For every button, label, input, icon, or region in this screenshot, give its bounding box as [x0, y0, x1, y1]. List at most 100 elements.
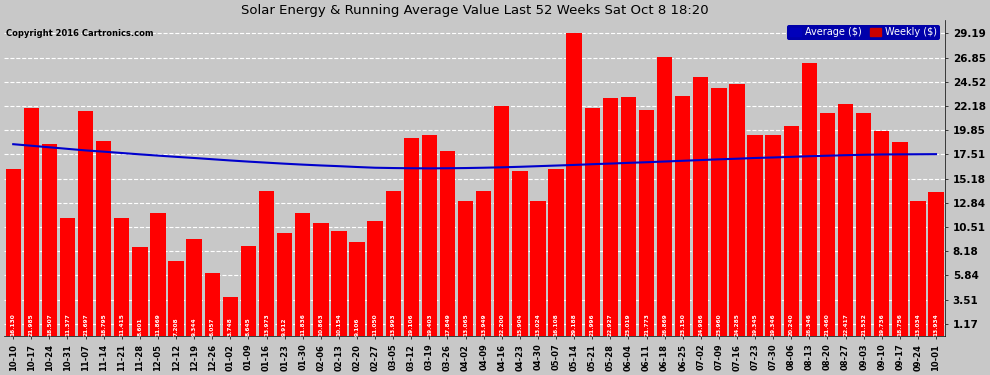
- Bar: [548, 169, 563, 336]
- Text: 9.912: 9.912: [282, 317, 287, 336]
- Bar: [223, 297, 238, 336]
- Bar: [910, 201, 926, 336]
- Bar: [531, 201, 545, 336]
- Bar: [114, 217, 130, 336]
- Bar: [78, 111, 93, 336]
- Bar: [512, 171, 528, 336]
- Bar: [295, 213, 311, 336]
- Bar: [874, 131, 889, 336]
- Text: 9.344: 9.344: [192, 317, 197, 336]
- Text: 24.285: 24.285: [735, 313, 740, 336]
- Text: 22.417: 22.417: [843, 313, 848, 336]
- Text: 18.795: 18.795: [101, 313, 106, 336]
- Bar: [730, 84, 744, 336]
- Bar: [205, 273, 220, 336]
- Text: 13.973: 13.973: [264, 313, 269, 336]
- Bar: [277, 233, 292, 336]
- Bar: [820, 114, 836, 336]
- Bar: [313, 224, 329, 336]
- Bar: [765, 135, 781, 336]
- Text: 26.346: 26.346: [807, 313, 812, 336]
- Bar: [856, 113, 871, 336]
- Bar: [603, 98, 618, 336]
- Text: 17.849: 17.849: [445, 313, 450, 336]
- Text: 23.960: 23.960: [717, 313, 722, 336]
- Bar: [332, 231, 346, 336]
- Bar: [657, 57, 672, 336]
- Text: 21.697: 21.697: [83, 313, 88, 336]
- Text: 22.200: 22.200: [499, 313, 504, 336]
- Text: 19.345: 19.345: [752, 313, 757, 336]
- Bar: [783, 126, 799, 336]
- Text: 7.208: 7.208: [173, 317, 178, 336]
- Text: 23.150: 23.150: [680, 313, 685, 336]
- Bar: [422, 135, 437, 336]
- Text: 21.996: 21.996: [590, 313, 595, 336]
- Bar: [584, 108, 600, 336]
- Bar: [150, 213, 165, 336]
- Bar: [693, 77, 709, 336]
- Text: 8.601: 8.601: [138, 317, 143, 336]
- Bar: [639, 110, 654, 336]
- Bar: [258, 191, 274, 336]
- Text: 21.985: 21.985: [29, 313, 34, 336]
- Bar: [168, 261, 184, 336]
- Bar: [349, 242, 364, 336]
- Text: 10.154: 10.154: [337, 313, 342, 336]
- Bar: [802, 63, 817, 336]
- Text: 13.993: 13.993: [391, 313, 396, 336]
- Text: 29.188: 29.188: [571, 313, 576, 336]
- Text: 13.065: 13.065: [463, 313, 468, 336]
- Text: 16.130: 16.130: [11, 313, 16, 336]
- Bar: [494, 106, 510, 336]
- Bar: [892, 141, 908, 336]
- Text: 8.645: 8.645: [246, 317, 250, 336]
- Text: 3.748: 3.748: [228, 317, 233, 336]
- Text: 11.050: 11.050: [372, 313, 377, 336]
- Text: 13.034: 13.034: [916, 313, 921, 336]
- Text: 26.869: 26.869: [662, 313, 667, 336]
- Text: 21.460: 21.460: [825, 313, 830, 336]
- Text: 11.836: 11.836: [300, 313, 305, 336]
- Text: 19.106: 19.106: [409, 313, 414, 336]
- Text: 13.949: 13.949: [481, 313, 486, 336]
- Bar: [6, 169, 21, 336]
- Bar: [476, 191, 491, 336]
- Text: 6.057: 6.057: [210, 317, 215, 336]
- Text: 21.773: 21.773: [644, 313, 649, 336]
- Bar: [404, 138, 419, 336]
- Text: 15.904: 15.904: [518, 313, 523, 336]
- Bar: [241, 246, 256, 336]
- Text: 20.240: 20.240: [789, 313, 794, 336]
- Bar: [675, 96, 690, 336]
- Bar: [566, 33, 582, 336]
- Text: 23.019: 23.019: [626, 313, 631, 336]
- Text: 10.863: 10.863: [319, 313, 324, 336]
- Bar: [96, 141, 112, 336]
- Text: 19.346: 19.346: [770, 313, 776, 336]
- Text: 9.106: 9.106: [354, 317, 359, 336]
- Bar: [747, 135, 762, 336]
- Bar: [24, 108, 39, 336]
- Bar: [186, 239, 202, 336]
- Bar: [133, 247, 148, 336]
- Text: 16.108: 16.108: [553, 313, 558, 336]
- Bar: [621, 98, 637, 336]
- Text: 11.377: 11.377: [65, 313, 70, 336]
- Text: 18.756: 18.756: [897, 313, 902, 336]
- Bar: [440, 151, 455, 336]
- Text: 18.507: 18.507: [47, 313, 51, 336]
- Title: Solar Energy & Running Average Value Last 52 Weeks Sat Oct 8 18:20: Solar Energy & Running Average Value Las…: [241, 4, 709, 17]
- Text: 19.736: 19.736: [879, 313, 884, 336]
- Text: 11.869: 11.869: [155, 313, 160, 336]
- Bar: [42, 144, 57, 336]
- Bar: [929, 192, 943, 336]
- Text: 22.927: 22.927: [608, 313, 613, 336]
- Text: 13.024: 13.024: [536, 313, 541, 336]
- Bar: [385, 191, 401, 336]
- Text: 21.532: 21.532: [861, 313, 866, 336]
- Legend: Average ($), Weekly ($): Average ($), Weekly ($): [787, 25, 940, 40]
- Text: 24.986: 24.986: [698, 313, 703, 336]
- Bar: [367, 222, 383, 336]
- Bar: [458, 201, 473, 336]
